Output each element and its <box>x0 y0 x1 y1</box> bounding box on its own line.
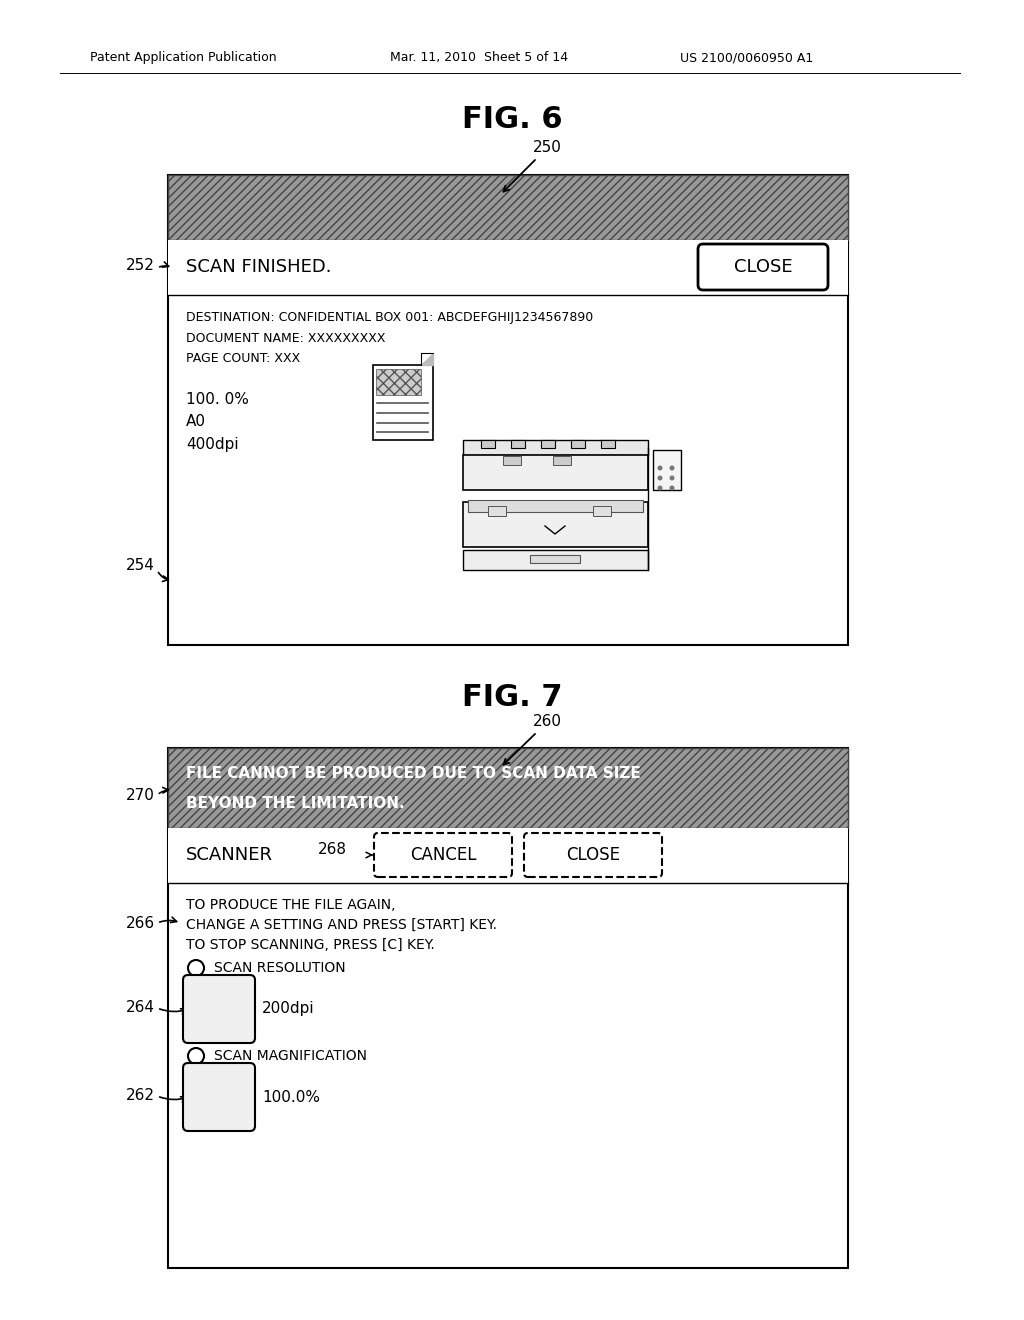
Bar <box>463 550 648 570</box>
Bar <box>168 748 848 1269</box>
Text: DOCUMENT NAME: XXXXXXXXX: DOCUMENT NAME: XXXXXXXXX <box>186 331 385 345</box>
Text: CANCEL: CANCEL <box>410 846 476 865</box>
Bar <box>541 440 555 447</box>
Circle shape <box>657 466 663 470</box>
Text: SCAN RESOLUTION: SCAN RESOLUTION <box>214 961 346 975</box>
Bar <box>553 455 571 465</box>
Text: 250: 250 <box>532 140 561 156</box>
Circle shape <box>670 475 675 480</box>
Text: 100. 0%: 100. 0% <box>186 392 249 408</box>
Text: 252: 252 <box>126 257 155 272</box>
Text: 270: 270 <box>126 788 155 803</box>
Text: PAGE COUNT: XXX: PAGE COUNT: XXX <box>186 351 300 364</box>
Text: SCAN FINISHED.: SCAN FINISHED. <box>186 257 332 276</box>
Text: SCANNER: SCANNER <box>186 846 273 865</box>
Bar <box>168 176 848 240</box>
Text: CLOSE: CLOSE <box>566 846 620 865</box>
Text: CHANGE A SETTING AND PRESS [START] KEY.: CHANGE A SETTING AND PRESS [START] KEY. <box>186 917 497 932</box>
Text: BEYOND THE LIMITATION.: BEYOND THE LIMITATION. <box>186 796 404 810</box>
Bar <box>593 506 611 516</box>
FancyBboxPatch shape <box>183 975 255 1043</box>
Text: 200dpi: 200dpi <box>262 1002 314 1016</box>
Bar <box>463 440 648 455</box>
Bar <box>373 366 433 440</box>
Bar <box>463 502 648 546</box>
Text: Patent Application Publication: Patent Application Publication <box>90 51 276 65</box>
Bar <box>601 440 615 447</box>
Text: 264: 264 <box>126 1001 155 1015</box>
Text: A0: A0 <box>186 414 206 429</box>
FancyBboxPatch shape <box>524 833 662 876</box>
Text: US 2100/0060950 A1: US 2100/0060950 A1 <box>680 51 813 65</box>
FancyBboxPatch shape <box>374 833 512 876</box>
Text: Mar. 11, 2010  Sheet 5 of 14: Mar. 11, 2010 Sheet 5 of 14 <box>390 51 568 65</box>
Bar <box>571 440 585 447</box>
Bar <box>376 370 421 395</box>
Text: DESTINATION: CONFIDENTIAL BOX 001: ABCDEFGHIJ1234567890: DESTINATION: CONFIDENTIAL BOX 001: ABCDE… <box>186 312 593 325</box>
Bar <box>168 240 848 294</box>
Text: 268: 268 <box>318 842 347 857</box>
FancyBboxPatch shape <box>183 1063 255 1131</box>
Circle shape <box>657 475 663 480</box>
Bar <box>463 455 648 490</box>
Text: FIG. 7: FIG. 7 <box>462 684 562 713</box>
Text: 260: 260 <box>532 714 561 730</box>
FancyBboxPatch shape <box>698 244 828 290</box>
Bar <box>168 176 848 645</box>
Bar <box>653 450 681 490</box>
Text: CLOSE: CLOSE <box>733 257 793 276</box>
Bar <box>468 500 643 512</box>
Text: FIG. 6: FIG. 6 <box>462 106 562 135</box>
Bar <box>168 748 848 828</box>
Bar <box>488 506 506 516</box>
Text: 254: 254 <box>126 557 155 573</box>
Text: TO PRODUCE THE FILE AGAIN,: TO PRODUCE THE FILE AGAIN, <box>186 898 395 912</box>
Text: SCAN MAGNIFICATION: SCAN MAGNIFICATION <box>214 1049 367 1063</box>
Text: 100.0%: 100.0% <box>262 1089 319 1105</box>
Circle shape <box>188 1048 204 1064</box>
Circle shape <box>657 486 663 491</box>
Text: FILE CANNOT BE PRODUCED DUE TO SCAN DATA SIZE: FILE CANNOT BE PRODUCED DUE TO SCAN DATA… <box>186 766 641 780</box>
Bar <box>168 828 848 883</box>
Text: 266: 266 <box>126 916 155 931</box>
Bar <box>481 440 495 447</box>
Text: 262: 262 <box>126 1089 155 1104</box>
Polygon shape <box>421 352 433 366</box>
Text: 400dpi: 400dpi <box>186 437 239 451</box>
Circle shape <box>670 466 675 470</box>
Bar <box>511 440 525 447</box>
Text: TO STOP SCANNING, PRESS [C] KEY.: TO STOP SCANNING, PRESS [C] KEY. <box>186 939 435 952</box>
Bar <box>503 455 521 465</box>
Bar <box>530 554 580 564</box>
Circle shape <box>670 486 675 491</box>
Circle shape <box>188 960 204 975</box>
